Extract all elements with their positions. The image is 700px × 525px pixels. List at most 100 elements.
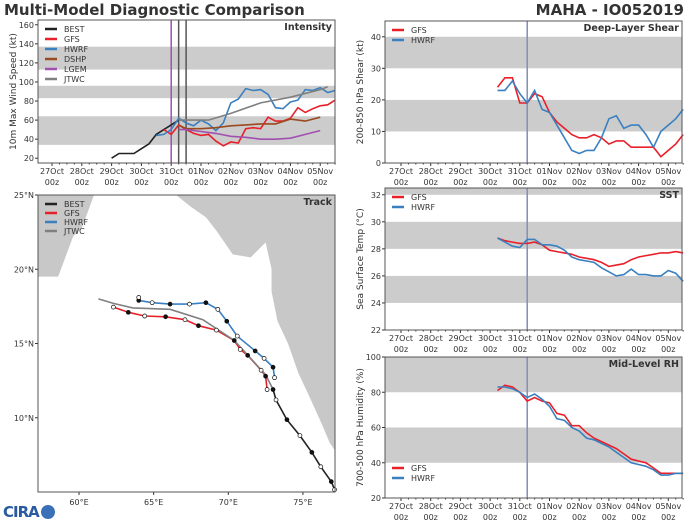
x-tick-label: 28Oct [419, 502, 443, 511]
x-tick-label: 01Nov [537, 502, 563, 511]
panel-title: SST [659, 190, 679, 201]
x-tick-label: 27Oct [40, 167, 64, 176]
x-tick-label: 05Nov [655, 334, 681, 343]
track-point-best [309, 450, 315, 455]
x-tick-hour-label: 00z [602, 345, 616, 354]
x-tick-label: 01Nov [537, 167, 563, 176]
x-tick-hour-label: 00z [453, 178, 467, 187]
series-line-hwrf [497, 386, 684, 476]
plot-frame [384, 187, 683, 331]
x-tick-hour-label: 00z [631, 345, 645, 354]
x-tick-label: 05Nov [655, 167, 681, 176]
track-line-best [272, 389, 336, 490]
x-tick-label: 30Oct [129, 167, 153, 176]
x-tick-hour-label: 00z [424, 345, 438, 354]
y-tick-label: 20 [371, 494, 381, 503]
track-point-hwrf [136, 295, 142, 300]
x-tick-hour-label: 00z [661, 513, 675, 522]
legend-label: JTWC [63, 227, 85, 236]
shaded-band [385, 275, 682, 303]
x-tick-label: 30Oct [478, 334, 502, 343]
track-point-hwrf [252, 348, 258, 354]
x-tick-hour-label: 00z [483, 178, 497, 187]
panel-title: Mid-Level RH [609, 359, 679, 370]
series-line-gfs [497, 237, 684, 268]
series-line-hwrf [497, 79, 684, 155]
track-point-gfs [125, 309, 131, 315]
y-axis-label: 200-850 hPa Shear (kt) [356, 40, 366, 144]
track-point-gfs [237, 347, 243, 352]
x-tick-hour-label: 00z [483, 345, 497, 354]
x-tick-hour-label: 00z [453, 513, 467, 522]
x-tick-hour-label: 00z [453, 345, 467, 354]
x-tick-label: 28Oct [70, 167, 94, 176]
track-point-hwrf [203, 300, 209, 306]
track-point-gfs [213, 327, 219, 333]
legend-label: HWRF [64, 45, 88, 54]
plot-frame [384, 356, 683, 499]
legend-label: BEST [64, 200, 85, 209]
shaded-band [385, 99, 682, 132]
x-tick-label: 05Nov [307, 167, 333, 176]
x-tick-hour-label: 00z [661, 178, 675, 187]
track-point-hwrf [167, 301, 173, 307]
series-line-gfs [163, 99, 336, 147]
y-tick-label: 28 [371, 245, 381, 254]
y-tick-label: 20 [24, 154, 34, 163]
shaded-band [385, 36, 682, 69]
x-tick-hour-label: 00z [253, 178, 267, 187]
x-tick-hour-label: 00z [134, 178, 148, 187]
y-tick-label: 30 [371, 64, 381, 73]
x-tick-label: 01Nov [537, 334, 563, 343]
track-point-gfs [263, 373, 268, 379]
figure-title: Multi-Model Diagnostic Comparison [4, 1, 305, 19]
series-line-dshp [178, 116, 321, 130]
x-tick-label: 30Oct [478, 502, 502, 511]
x-tick-hour-label: 00z [283, 178, 297, 187]
y-tick-label: 30 [371, 218, 381, 227]
x-tick-hour-label: 00z [542, 513, 556, 522]
series-line-lgem [178, 128, 321, 140]
x-tick-hour-label: 00z [394, 345, 408, 354]
track-point-hwrf [187, 301, 192, 307]
series-line-gfs [497, 384, 684, 475]
legend-label: GFS [411, 193, 427, 202]
x-tick-label: 02Nov [566, 334, 592, 343]
x-tick-hour-label: 00z [513, 513, 527, 522]
x-tick-hour-label: 00z [75, 178, 89, 187]
track-point-hwrf [224, 318, 230, 324]
track-point-gfs [196, 323, 201, 329]
x-tick-hour-label: 00z [424, 513, 438, 522]
y-tick-label: 40 [371, 33, 381, 42]
x-tick-label: 31Oct [508, 167, 532, 176]
x-tick-label: 04Nov [626, 502, 652, 511]
x-tick-label: 31Oct [508, 334, 532, 343]
cira-logo-globe-icon [40, 505, 55, 519]
track-point-best [273, 397, 279, 403]
x-tick-hour-label: 00z [513, 178, 527, 187]
lon-tick-label: 60°E [69, 498, 88, 507]
cira-logo: CIRA [3, 503, 55, 521]
legend-label: DSHP [64, 55, 86, 64]
y-tick-label: 22 [371, 326, 381, 335]
shaded-band [385, 427, 682, 463]
panel-title: Intensity [284, 22, 332, 33]
x-tick-hour-label: 00z [394, 178, 408, 187]
x-tick-hour-label: 00z [631, 178, 645, 187]
y-axis-label: Sea Surface Temp (°C) [356, 208, 366, 309]
y-tick-label: 10 [371, 127, 381, 136]
legend-label: JTWC [63, 75, 85, 84]
legend-label: HWRF [411, 474, 435, 483]
land-arabia [38, 195, 94, 277]
lon-tick-label: 75°E [293, 498, 312, 507]
track-point-gfs [231, 338, 237, 343]
legend-label: HWRF [411, 36, 435, 45]
track-point-gfs [142, 313, 148, 319]
y-tick-label: 20 [371, 96, 381, 105]
legend-label: GFS [64, 209, 80, 218]
x-tick-hour-label: 00z [104, 178, 118, 187]
y-tick-label: 60 [371, 424, 381, 433]
x-tick-hour-label: 00z [194, 178, 208, 187]
legend-label: GFS [411, 464, 427, 473]
